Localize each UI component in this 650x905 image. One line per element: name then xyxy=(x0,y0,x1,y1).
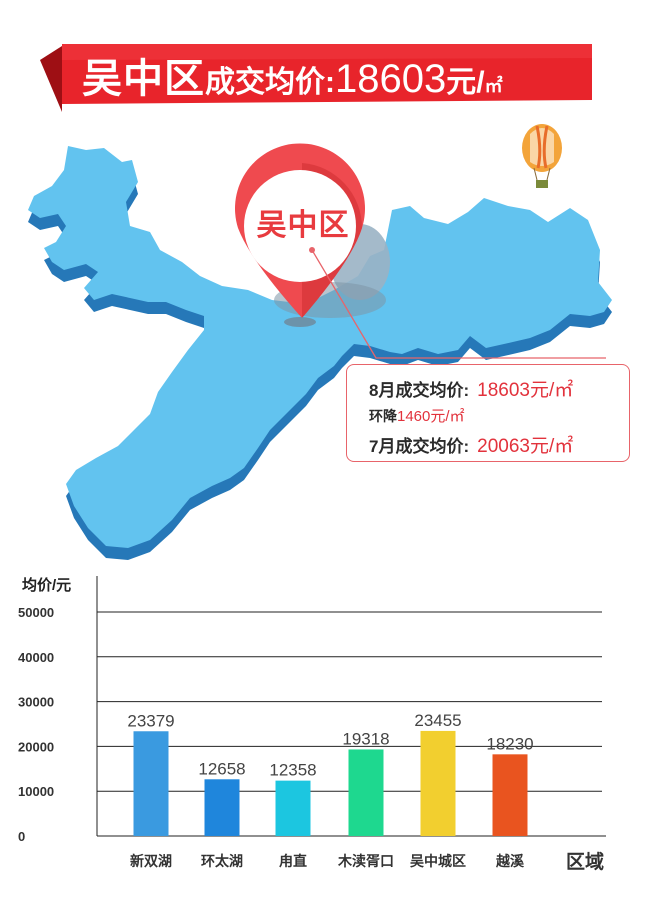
change-line: 环降1460元/㎡ xyxy=(369,405,465,426)
hot-air-balloon-icon xyxy=(522,124,562,188)
bar-value-label: 18230 xyxy=(486,734,533,753)
category-label: 吴中城区 xyxy=(410,853,466,869)
banner-highlight xyxy=(62,44,592,60)
banner-price: 18603 xyxy=(335,57,447,101)
category-label: 越溪 xyxy=(495,853,525,869)
location-pin-icon xyxy=(234,143,366,327)
x-axis-title: 区域 xyxy=(566,850,604,873)
banner-unit-yuan: 元/ xyxy=(446,66,485,99)
bar xyxy=(492,754,528,836)
banner-district: 吴中区 xyxy=(82,57,205,101)
banner-unit-sqm: ㎡ xyxy=(484,76,503,96)
y-tick-label: 40000 xyxy=(18,650,54,665)
bar-value-label: 23379 xyxy=(127,711,174,730)
district-map xyxy=(28,124,612,560)
bar xyxy=(348,749,384,836)
category-label: 甪直 xyxy=(279,853,307,869)
leader-line xyxy=(311,249,606,359)
banner-fold-left xyxy=(40,46,62,112)
chart-bars xyxy=(133,730,528,836)
y-tick-label: 50000 xyxy=(18,605,54,620)
bar-value-label: 19318 xyxy=(342,729,389,748)
bar-value-label: 23455 xyxy=(414,711,461,730)
y-tick-label: 20000 xyxy=(18,739,54,754)
july-value: 20063元/㎡ xyxy=(477,436,574,457)
august-price-line: 8月成交均价: 18603元/㎡ xyxy=(369,375,573,402)
y-axis-title: 均价/元 xyxy=(22,576,71,594)
august-label: 8月成交均价: xyxy=(369,381,470,400)
price-bar-chart: 0 10000 20000 30000 40000 50000 均价/元区域 23379 新双湖… xyxy=(18,576,606,873)
bar-value-label: 12658 xyxy=(198,759,245,778)
title-banner xyxy=(40,44,592,112)
leader-dot xyxy=(309,247,315,253)
bar xyxy=(204,779,240,836)
map-face xyxy=(28,146,612,548)
july-label: 7月成交均价: xyxy=(369,437,470,456)
bar xyxy=(420,730,456,836)
price-info-box: 8月成交均价: 18603元/㎡ 环降1460元/㎡ 7月成交均价: 20063元/… xyxy=(346,364,630,462)
y-tick-label: 30000 xyxy=(18,695,54,710)
bar-value-label: 12358 xyxy=(269,761,316,780)
august-value: 18603元/㎡ xyxy=(477,380,574,401)
banner-title: 吴中区 成交均价: 18603 元/ ㎡ xyxy=(82,46,503,106)
july-price-line: 7月成交均价: 20063元/㎡ xyxy=(369,431,573,458)
banner-label: 成交均价: xyxy=(205,66,335,99)
category-label: 环太湖 xyxy=(201,853,243,869)
category-label: 木渎胥口 xyxy=(337,853,394,869)
pin-label: 吴中区 xyxy=(256,209,350,242)
category-label: 新双湖 xyxy=(130,853,172,869)
y-tick-label: 0 xyxy=(18,829,25,844)
change-label: 环降 xyxy=(369,408,397,424)
y-tick-label: 10000 xyxy=(18,784,54,799)
bar xyxy=(275,780,311,836)
change-value: 1460元/㎡ xyxy=(397,408,465,425)
bar xyxy=(133,731,169,836)
chart-labels: 0 10000 20000 30000 40000 50000 均价/元区域 23379 新双湖… xyxy=(18,576,604,873)
